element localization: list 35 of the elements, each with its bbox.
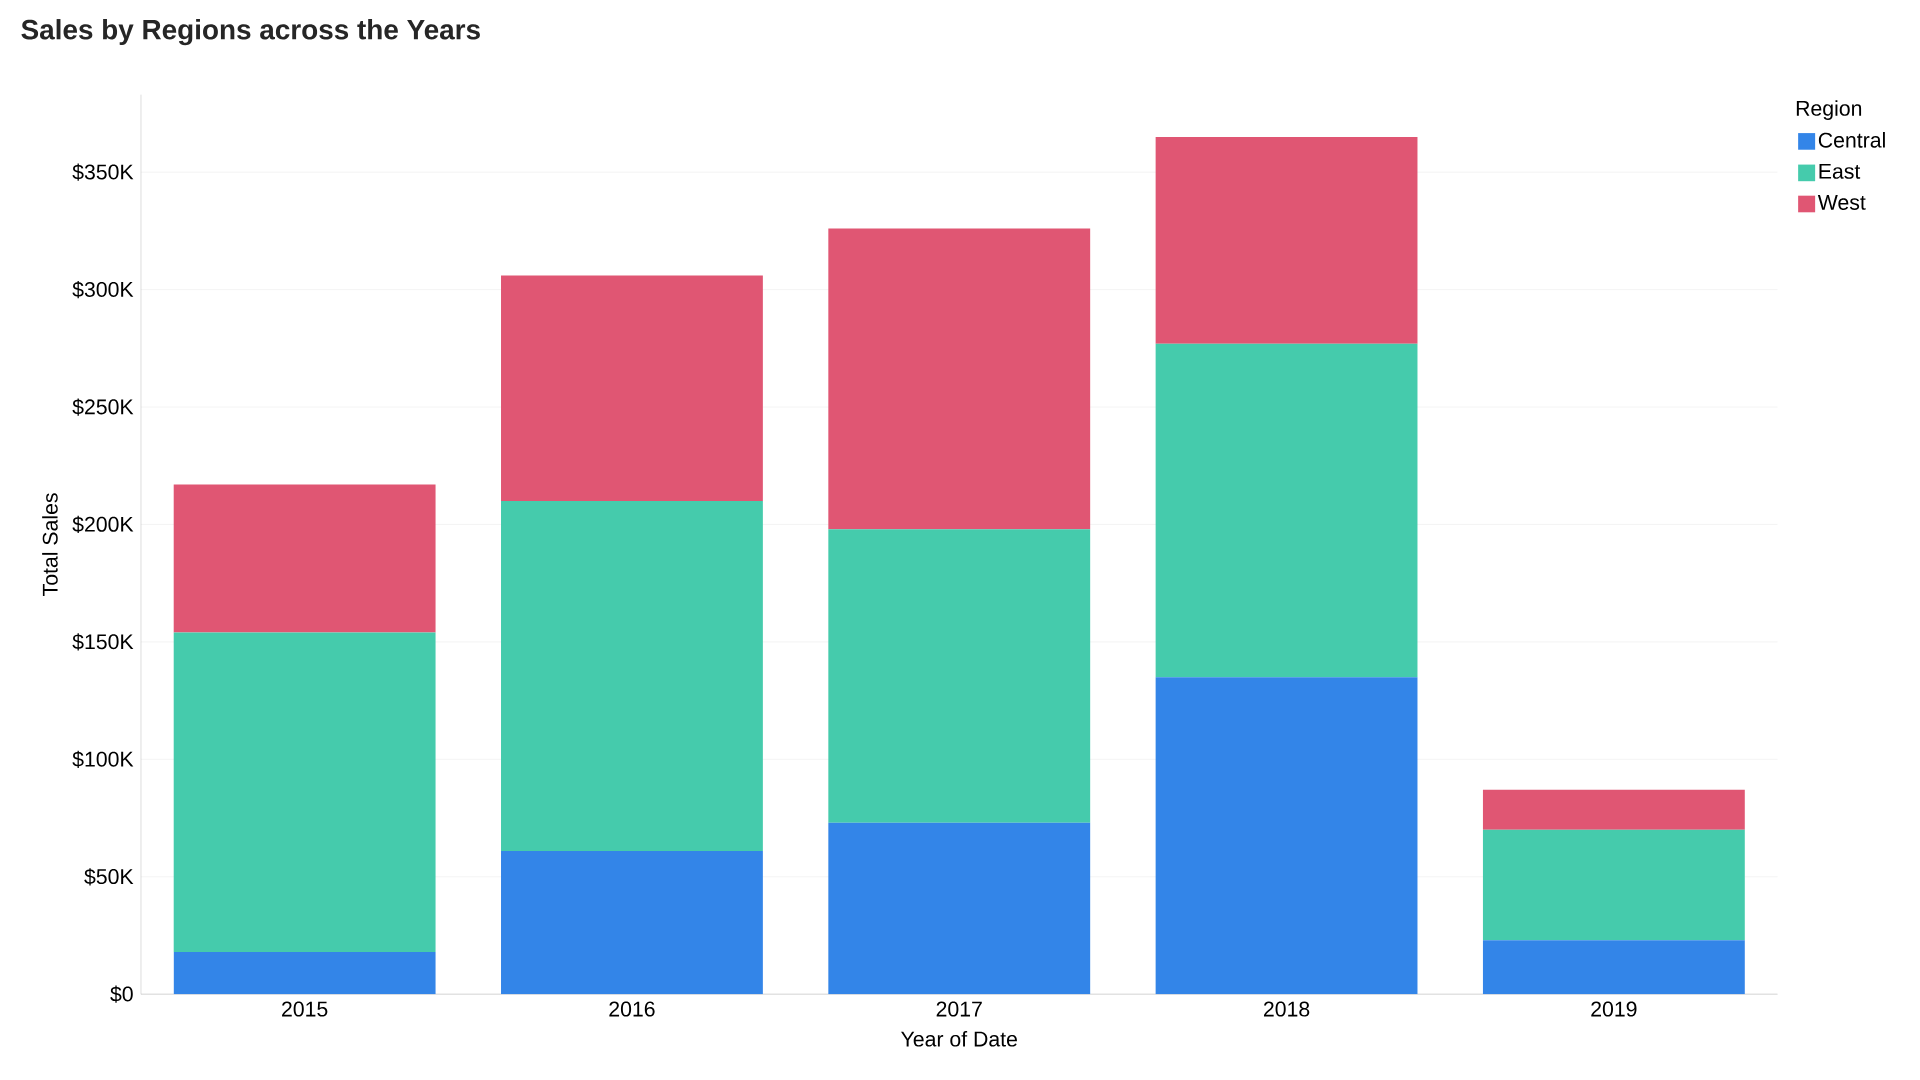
x-tick-label: 2019 bbox=[1591, 1001, 1637, 1017]
legend-label: West bbox=[1817, 195, 1866, 210]
y-tick-label: $300K bbox=[72, 281, 134, 299]
bar bbox=[1155, 136, 1418, 344]
bar bbox=[1482, 829, 1745, 941]
legend-label: Central bbox=[1818, 132, 1885, 148]
bar bbox=[828, 822, 1091, 995]
legend-label: East bbox=[1819, 163, 1861, 179]
bar bbox=[1155, 343, 1418, 678]
legend-title: Region bbox=[1796, 100, 1862, 121]
x-tick-label: 2015 bbox=[282, 1001, 328, 1017]
x-tick-label: 2018 bbox=[1263, 1001, 1310, 1017]
y-tick-label: $50K bbox=[84, 868, 134, 886]
bar bbox=[1482, 789, 1745, 830]
bar bbox=[173, 632, 436, 952]
y-tick-label: $0 bbox=[110, 985, 133, 1003]
bar bbox=[173, 484, 436, 633]
bar bbox=[1482, 940, 1745, 995]
y-axis-title: Total Sales bbox=[42, 493, 58, 596]
bar bbox=[173, 951, 436, 995]
y-tick-label: $250K bbox=[72, 398, 134, 416]
y-tick-label: $100K bbox=[72, 750, 134, 768]
y-tick-label: $150K bbox=[72, 633, 134, 651]
y-tick-label: $350K bbox=[72, 163, 134, 181]
bar bbox=[501, 850, 763, 995]
bar bbox=[828, 529, 1091, 823]
bar bbox=[1155, 677, 1418, 995]
bar bbox=[501, 500, 763, 851]
x-tick-label: 2016 bbox=[609, 1001, 655, 1017]
bar bbox=[828, 228, 1091, 530]
chart-title: Sales by Regions across the Years bbox=[21, 19, 480, 46]
bar bbox=[501, 275, 763, 501]
x-axis-title: Year of Date bbox=[901, 1031, 1017, 1047]
y-tick-label: $200K bbox=[72, 515, 134, 534]
x-tick-label: 2017 bbox=[936, 1001, 982, 1017]
